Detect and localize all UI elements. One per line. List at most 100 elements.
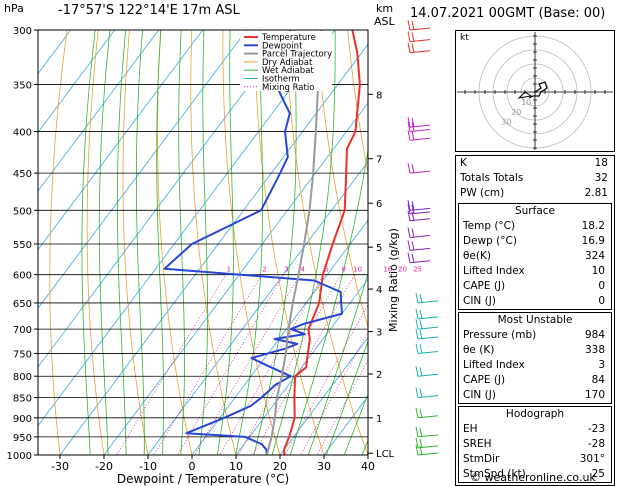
wind-barb-feather: [407, 200, 411, 211]
surface-row: CAPE (J) 0: [463, 280, 605, 292]
wind-barb: [417, 326, 439, 330]
mixing-ratio-label: 20: [398, 266, 407, 274]
hodograph-row: EH -23: [463, 423, 605, 435]
dry-adiabat-line: [122, 30, 149, 455]
index-row-totals: Totals Totals 32: [460, 172, 608, 184]
hodograph-section: Hodograph EH -23 SREH -28 StmDir 301° StmSp…: [458, 406, 612, 483]
wind-barb-feather: [407, 130, 411, 141]
wind-barb: [409, 27, 431, 31]
mixing-ratio-label: 10: [353, 266, 362, 274]
km-tick-label: LCL: [376, 449, 395, 460]
pressure-tick-label: 450: [13, 169, 32, 180]
wind-barb-feather: [411, 118, 415, 128]
surface-row: Lifted Index 10: [463, 265, 605, 277]
wind-barb-feather: [411, 201, 415, 211]
wind-barb-feather: [419, 293, 423, 304]
wind-barb-feather: [411, 241, 415, 251]
wind-barb-feather: [411, 43, 415, 53]
wind-barb-feather: [407, 42, 411, 53]
hodograph-ring-label: 30: [501, 118, 511, 127]
isotherm-line: [367, 454, 368, 455]
wind-barb-feather: [419, 427, 423, 438]
temperature-tick-label: -20: [95, 460, 113, 473]
pressure-tick-label: 400: [13, 128, 32, 139]
wind-barb-feather: [415, 407, 419, 418]
hodograph-title: Hodograph: [505, 408, 565, 420]
wet-adiabat-line: [325, 340, 368, 455]
isotherm-line: [38, 30, 160, 192]
pressure-tick-label: 850: [13, 394, 32, 405]
credit-text[interactable]: © weatheronline.co.uk: [470, 471, 596, 484]
temperature-tick-label: 10: [229, 460, 243, 473]
surface-title: Surface: [514, 205, 555, 217]
temperature-line: [283, 30, 361, 455]
pressure-tick-labels: 300 350 400 450 500 550 600 650 700 750 800 850 900 9…: [7, 26, 38, 462]
wind-barb-feather: [411, 122, 415, 132]
pressure-tick-label: 1000: [7, 451, 32, 462]
dry-adiabat-line: [157, 30, 193, 455]
most-unstable-section: Most Unstable Pressure (mb) 984 θe (K) 338…: [458, 312, 612, 404]
pressure-tick-label: 900: [13, 414, 32, 425]
wet-adiabat-line: [271, 30, 336, 455]
index-row-k: K 18: [460, 157, 608, 169]
mixing-ratio-line: [316, 359, 368, 455]
wind-barb-feather: [419, 319, 423, 330]
wind-barb: [409, 211, 431, 215]
wind-barb-feather: [415, 437, 419, 448]
wind-barb-feather: [407, 252, 411, 263]
hodograph-row: SREH -28: [463, 438, 605, 450]
wet-adiabat-line: [178, 30, 185, 455]
wind-barb: [417, 300, 439, 304]
isotherm-line: [38, 30, 204, 251]
mixing-ratio-label: 3: [284, 266, 288, 274]
wind-barb: [417, 350, 439, 354]
wind-barbs: [407, 19, 439, 456]
pressure-tick-label: 800: [13, 372, 32, 383]
wet-adiabat-line: [361, 439, 368, 455]
parcel-trajectory-line: [265, 30, 323, 455]
wet-adiabat-line: [289, 147, 368, 455]
wind-barb: [417, 316, 439, 320]
dewpoint-line: [163, 30, 343, 455]
wind-barb-feather: [407, 31, 411, 42]
km-tick-label: 5: [376, 243, 382, 254]
pressure-tick-label: 500: [13, 206, 32, 217]
most-unstable-row: CIN (J) 170: [463, 389, 605, 401]
wind-barb: [409, 129, 431, 133]
skewt-chart: 1 2 3 4 6 8 10 16 20 25 3003504004505005506006507…: [7, 6, 455, 486]
dry-adiabat-line: [222, 30, 281, 455]
pressure-tick-label: 600: [13, 271, 32, 282]
wind-barb: [409, 260, 431, 264]
dry-adiabat-line: [437, 6, 455, 473]
index-row-pw: PW (cm) 2.81: [460, 187, 608, 199]
wind-barb-feather: [419, 344, 423, 354]
wind-barb-feather: [407, 19, 411, 31]
wind-barb-feather: [411, 228, 415, 238]
temperature-tick-label: -30: [51, 460, 69, 473]
isotherm-line: [279, 337, 368, 455]
pressure-tick-label: 550: [13, 240, 32, 251]
indices-top-table: K 18 Totals Totals 32 PW (cm) 2.81 Surface …: [455, 155, 615, 486]
mixing-ratio-axis-label: Mixing Ratio (g/kg): [387, 228, 400, 332]
km-tick-label: 3: [376, 328, 382, 339]
wet-adiabat-line: [253, 30, 297, 455]
wet-adiabat-line: [235, 30, 263, 455]
pressure-tick-label: 950: [13, 433, 32, 444]
isotherm-line: [235, 278, 368, 455]
dry-adiabat-line: [316, 30, 368, 329]
temperature-tick-labels: -30 -20 -10 0 10 20 30 40: [51, 455, 375, 473]
most-unstable-title: Most Unstable: [497, 314, 573, 326]
profile-lines: [163, 30, 361, 455]
pressure-tick-label: 700: [13, 325, 32, 336]
wind-barb: [409, 39, 431, 43]
wind-barb: [409, 137, 431, 141]
x-axis-label: Dewpoint / Temperature (°C): [117, 472, 289, 486]
wet-adiabat-line: [343, 393, 368, 455]
wind-barb: [417, 373, 439, 377]
mixing-ratio-labels: 1 2 3 4 6 8 10 16 20 25: [227, 266, 423, 274]
surface-row: θe(K) 324: [463, 250, 605, 262]
isotherm-line: [191, 219, 368, 455]
surface-row: CIN (J) 0: [463, 295, 605, 307]
km-tick-labels: 8 7 6 5 4 3 2 1 LCL: [368, 90, 395, 460]
